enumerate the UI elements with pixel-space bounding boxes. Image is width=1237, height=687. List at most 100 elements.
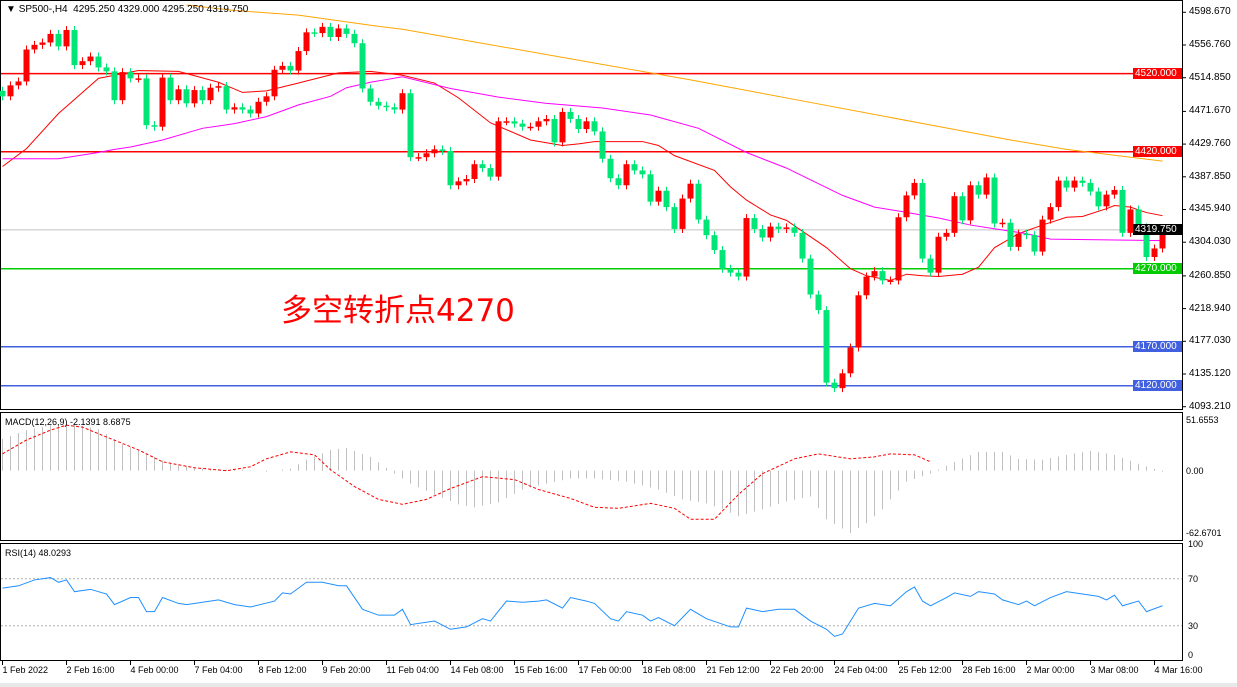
candle-body bbox=[63, 29, 70, 47]
candle-body bbox=[791, 227, 798, 233]
candle-body bbox=[863, 276, 870, 296]
candle-body bbox=[351, 33, 358, 44]
chart-tabs-strip[interactable] bbox=[0, 683, 1237, 687]
time-tick-label: 15 Feb 16:00 bbox=[514, 665, 568, 675]
candle-body bbox=[775, 226, 782, 229]
candle-body bbox=[543, 118, 550, 122]
candle-body bbox=[919, 182, 926, 259]
candle-body bbox=[495, 121, 502, 177]
candle-body bbox=[1111, 189, 1118, 195]
candle-body bbox=[1143, 227, 1150, 258]
candle-body bbox=[15, 81, 22, 86]
time-tick-label: 17 Feb 00:00 bbox=[578, 665, 632, 675]
candle-body bbox=[1055, 180, 1062, 208]
candle-body bbox=[407, 93, 414, 158]
candle-body bbox=[647, 174, 654, 202]
candle-body bbox=[375, 101, 382, 106]
candle-body bbox=[567, 111, 574, 119]
rsi-tick-label: 100 bbox=[1188, 538, 1204, 549]
price-tick-label: 4387.850 bbox=[1189, 170, 1231, 182]
axis-ticks bbox=[2, 11, 1186, 665]
candle-body bbox=[903, 195, 910, 218]
candle-body bbox=[255, 101, 262, 114]
candle-body bbox=[423, 153, 430, 158]
current-price-tag: 4319.750 bbox=[1133, 224, 1182, 236]
price-tick-label: 4218.940 bbox=[1189, 302, 1231, 314]
candle-body bbox=[1119, 189, 1126, 233]
time-tick-label: 18 Feb 08:00 bbox=[642, 665, 696, 675]
candle-body bbox=[607, 158, 614, 179]
candle-body bbox=[879, 271, 886, 281]
candle-body bbox=[511, 121, 518, 124]
candle-body bbox=[887, 280, 894, 282]
candle-body bbox=[1135, 209, 1142, 228]
candle-body bbox=[239, 107, 246, 110]
candle-body bbox=[935, 236, 942, 273]
candle-body bbox=[431, 149, 438, 154]
candle-body bbox=[807, 258, 814, 295]
symbol-label: SP500-,H4 bbox=[18, 4, 68, 15]
candle-body bbox=[671, 207, 678, 229]
candle-body bbox=[0, 90, 6, 97]
candle-body bbox=[983, 177, 990, 195]
candle-body bbox=[975, 185, 982, 195]
candle-body bbox=[1127, 209, 1134, 233]
candle-body bbox=[247, 109, 254, 114]
candle-body bbox=[527, 126, 534, 129]
candle-body bbox=[551, 118, 558, 143]
candle-body bbox=[295, 51, 302, 71]
candle-body bbox=[311, 32, 318, 34]
candle-body bbox=[175, 89, 182, 101]
time-tick-label: 25 Feb 12:00 bbox=[898, 665, 952, 675]
candle-body bbox=[223, 86, 230, 110]
candle-body bbox=[343, 28, 350, 34]
candle-body bbox=[823, 310, 830, 383]
candle-body bbox=[631, 164, 638, 171]
candle-body bbox=[1031, 235, 1038, 252]
candle-body bbox=[1063, 180, 1070, 188]
candle-body bbox=[687, 183, 694, 199]
candle-body bbox=[799, 232, 806, 259]
price-tick-label: 4304.030 bbox=[1189, 236, 1231, 248]
horizontal-levels bbox=[1, 72, 1182, 387]
candle-body bbox=[207, 87, 214, 101]
candle-body bbox=[447, 150, 454, 186]
rsi-plot bbox=[1, 577, 1182, 637]
candle-body bbox=[271, 69, 278, 97]
candle-body bbox=[559, 111, 566, 143]
candle-body bbox=[783, 227, 790, 229]
rsi-line bbox=[2, 577, 1163, 637]
candle-body bbox=[911, 182, 918, 196]
level-price-tag: 4120.000 bbox=[1133, 380, 1182, 392]
moving-average-line bbox=[2, 70, 1163, 281]
candle-body bbox=[599, 131, 606, 159]
collapse-triangle-icon[interactable]: ▼ bbox=[6, 4, 16, 15]
candle-body bbox=[951, 196, 958, 233]
time-tick-label: 21 Feb 12:00 bbox=[706, 665, 760, 675]
candle-body bbox=[703, 219, 710, 236]
candle-body bbox=[847, 347, 854, 374]
time-tick-label: 4 Feb 00:00 bbox=[130, 665, 179, 675]
main-panel-frame bbox=[0, 0, 1183, 410]
candle-body bbox=[183, 89, 190, 104]
rsi-tick-label: 30 bbox=[1188, 620, 1199, 631]
macd-panel-frame bbox=[0, 412, 1183, 541]
candle-body bbox=[743, 218, 750, 277]
candle-body bbox=[1007, 222, 1014, 247]
candle-body bbox=[751, 218, 758, 229]
candle-body bbox=[727, 268, 734, 273]
candle-body bbox=[503, 121, 510, 123]
candle-body bbox=[199, 90, 206, 101]
price-tick-label: 4556.760 bbox=[1189, 39, 1231, 50]
candle-body bbox=[1095, 191, 1102, 207]
candle-body bbox=[143, 78, 150, 126]
candle-body bbox=[831, 382, 838, 389]
candle-body bbox=[439, 149, 446, 151]
candle-body bbox=[967, 185, 974, 221]
rsi-panel-frame bbox=[0, 543, 1183, 661]
time-tick-label: 9 Feb 20:00 bbox=[322, 665, 371, 675]
candle-body bbox=[167, 77, 174, 101]
candle-body bbox=[215, 86, 222, 88]
candle-body bbox=[591, 121, 598, 132]
